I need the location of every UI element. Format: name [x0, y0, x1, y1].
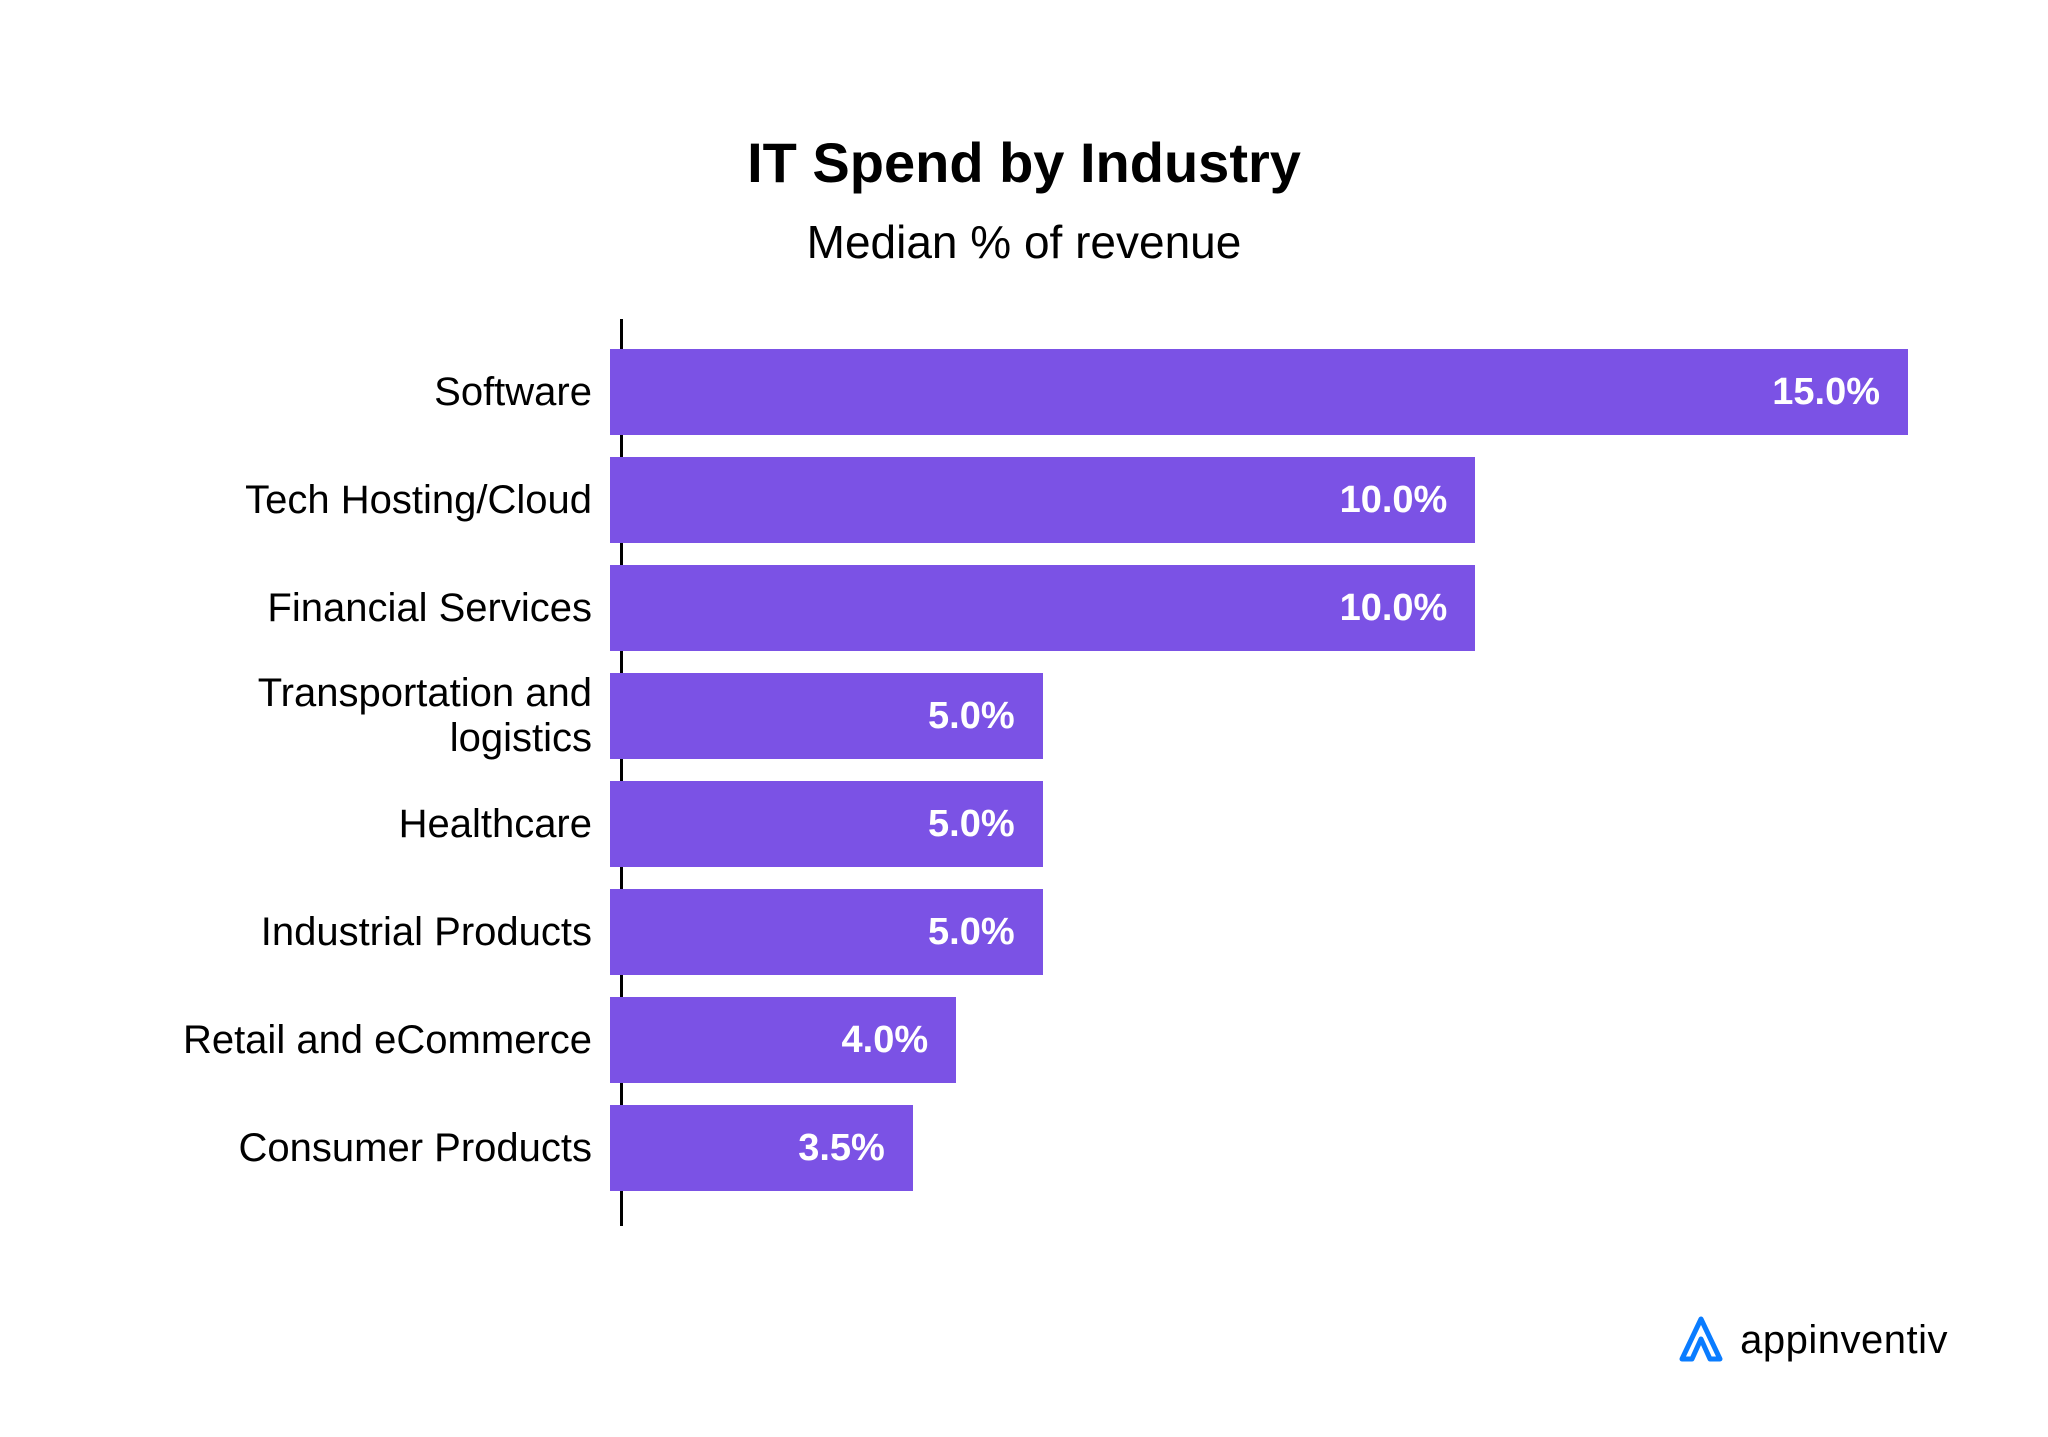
bar-label: Retail and eCommerce: [120, 1018, 610, 1063]
bar-label: Consumer Products: [120, 1126, 610, 1171]
bar-value: 5.0%: [928, 911, 1015, 954]
bar: 5.0%: [610, 781, 1043, 867]
bar: 10.0%: [610, 565, 1475, 651]
y-axis-line: [620, 319, 623, 1226]
bar-row: Transportation and logistics 5.0%: [120, 673, 1908, 759]
bar-label: Transportation and logistics: [120, 671, 610, 761]
bar-row: Software 15.0%: [120, 349, 1908, 435]
bar-value: 3.5%: [798, 1127, 885, 1170]
bar: 10.0%: [610, 457, 1475, 543]
logo-icon: [1674, 1313, 1728, 1367]
bar-label: Tech Hosting/Cloud: [120, 478, 610, 523]
bar-label: Healthcare: [120, 802, 610, 847]
bar-value: 10.0%: [1340, 479, 1448, 522]
bar-container: 15.0%: [610, 349, 1908, 435]
chart-title: IT Spend by Industry: [0, 130, 2048, 195]
bar-row: Financial Services 10.0%: [120, 565, 1908, 651]
bar-container: 5.0%: [610, 889, 1908, 975]
bar-row: Consumer Products 3.5%: [120, 1105, 1908, 1191]
bar-row: Healthcare 5.0%: [120, 781, 1908, 867]
bar-label: Industrial Products: [120, 910, 610, 955]
chart-subtitle: Median % of revenue: [0, 215, 2048, 269]
bar-row: Retail and eCommerce 4.0%: [120, 997, 1908, 1083]
bar-value: 15.0%: [1772, 371, 1880, 414]
bar-container: 4.0%: [610, 997, 1908, 1083]
bar-value: 5.0%: [928, 695, 1015, 738]
bar-container: 10.0%: [610, 457, 1908, 543]
bar: 3.5%: [610, 1105, 913, 1191]
bar-label: Software: [120, 370, 610, 415]
bar-container: 5.0%: [610, 673, 1908, 759]
bar: 15.0%: [610, 349, 1908, 435]
logo: appinventiv: [1674, 1313, 1948, 1367]
bar: 5.0%: [610, 673, 1043, 759]
bar-value: 10.0%: [1340, 587, 1448, 630]
bar: 4.0%: [610, 997, 956, 1083]
bar-value: 4.0%: [842, 1019, 929, 1062]
bar-value: 5.0%: [928, 803, 1015, 846]
bar-row: Industrial Products 5.0%: [120, 889, 1908, 975]
chart-area: Software 15.0% Tech Hosting/Cloud 10.0% …: [120, 349, 1908, 1191]
bar-container: 5.0%: [610, 781, 1908, 867]
bar-row: Tech Hosting/Cloud 10.0%: [120, 457, 1908, 543]
bar: 5.0%: [610, 889, 1043, 975]
bar-container: 3.5%: [610, 1105, 1908, 1191]
bar-label: Financial Services: [120, 586, 610, 631]
bar-container: 10.0%: [610, 565, 1908, 651]
logo-text: appinventiv: [1740, 1318, 1948, 1363]
